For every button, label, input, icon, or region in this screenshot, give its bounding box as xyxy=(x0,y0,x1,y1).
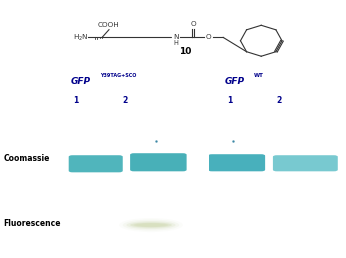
Text: WT: WT xyxy=(254,73,264,78)
FancyBboxPatch shape xyxy=(273,155,338,171)
Ellipse shape xyxy=(126,221,175,229)
Ellipse shape xyxy=(119,218,183,232)
Text: N: N xyxy=(173,34,179,41)
Text: 1: 1 xyxy=(73,96,79,105)
FancyBboxPatch shape xyxy=(208,154,265,171)
Text: O: O xyxy=(206,34,211,41)
Text: GFP: GFP xyxy=(225,77,245,86)
Text: 2: 2 xyxy=(122,96,127,105)
Ellipse shape xyxy=(134,223,168,227)
Text: COOH: COOH xyxy=(98,22,120,28)
Ellipse shape xyxy=(130,222,172,228)
Text: 1: 1 xyxy=(227,96,233,105)
Text: Fluorescence: Fluorescence xyxy=(3,219,61,228)
Text: Coomassie: Coomassie xyxy=(3,154,50,163)
FancyBboxPatch shape xyxy=(130,153,186,171)
Text: 10: 10 xyxy=(179,47,191,56)
Text: O: O xyxy=(190,21,196,27)
Ellipse shape xyxy=(137,224,164,227)
Text: Y39TAG+SCO: Y39TAG+SCO xyxy=(100,73,136,78)
Text: 2: 2 xyxy=(276,96,281,105)
FancyBboxPatch shape xyxy=(69,155,123,172)
Text: H: H xyxy=(173,40,178,46)
Text: GFP: GFP xyxy=(71,77,91,86)
Ellipse shape xyxy=(123,220,179,231)
Text: H$_2$N: H$_2$N xyxy=(73,32,88,43)
